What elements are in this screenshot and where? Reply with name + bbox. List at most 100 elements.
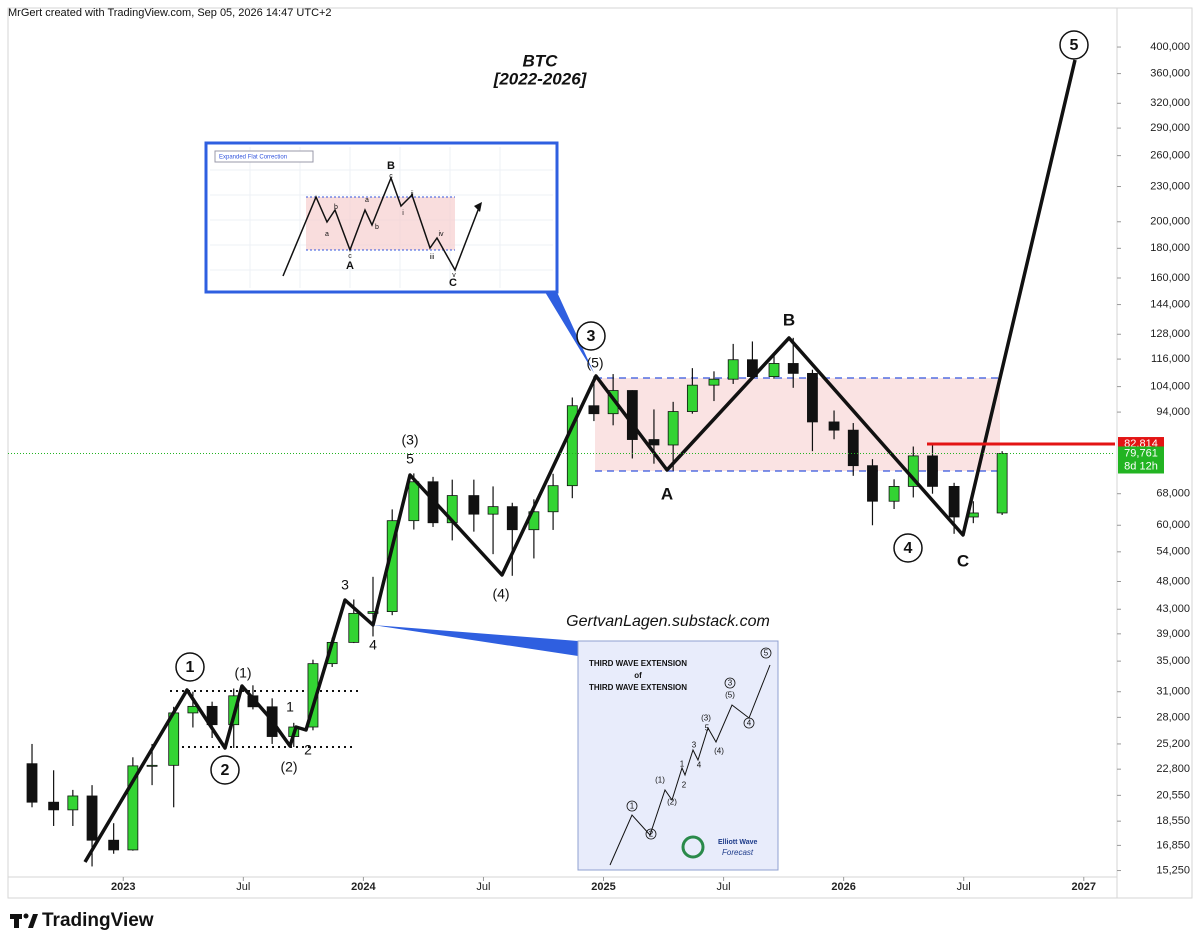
inset-title: THIRD WAVE EXTENSION [589,683,687,692]
y-tick-label: 360,000 [1150,68,1190,80]
x-tick-label: 2025 [591,881,615,893]
inset-label: ii [410,191,414,198]
x-tick-label: Jul [236,881,250,893]
inset-circle [645,828,657,840]
inset-title-box [214,150,314,163]
y-tick-label: 200,000 [1150,216,1190,228]
y-tick-label: 31,000 [1156,686,1190,698]
wave-label: (4) [492,586,509,602]
inset-label: (1) [655,776,665,785]
candle-body [26,763,38,803]
inset-label: c [389,173,393,180]
inset-label: b [375,224,379,231]
inset-arrow [474,202,482,212]
wave-label: A [661,484,673,503]
wave-label: 5 [406,451,414,467]
last-price-label: 79,761 [1124,447,1158,459]
wave-label: (2) [280,759,297,775]
wave-label: (5) [586,355,603,371]
wave-label: 1 [186,659,195,676]
y-tick-label: 104,000 [1150,381,1190,393]
inset-label: (4) [714,747,724,756]
y-tick-label: 48,000 [1156,575,1190,587]
x-tick-label: Jul [957,881,971,893]
inset-label: (2) [667,798,677,807]
candle-body [607,390,619,415]
candle-body [667,411,679,446]
wave-label: B [783,310,795,329]
inset-label: 1 [630,802,635,811]
wave-label: C [957,551,969,570]
y-tick-label: 116,000 [1151,353,1190,365]
inset-circle [743,717,755,729]
candle-body [547,485,559,513]
inset-label: a [325,231,329,238]
wave-circle [210,755,240,785]
candle-body [127,765,139,851]
callout-pointer [545,292,594,373]
wave-label: (3) [401,432,418,448]
inset-path [609,664,771,866]
wave-label: 3 [587,328,596,345]
inset-path [282,175,481,277]
candle-body [588,405,600,415]
candle-body [807,372,818,423]
candle-body [48,801,60,811]
inset-label: a [365,197,369,204]
candle-body [67,795,79,811]
x-tick-label: 2023 [111,881,135,893]
candle-body [506,506,518,531]
y-tick-label: 16,850 [1156,839,1190,851]
wave-label: 4 [369,637,377,653]
logo-text: Forecast [722,848,754,857]
x-tick-label: Jul [476,881,490,893]
y-tick-label: 54,000 [1156,546,1190,558]
inset-zone [306,197,455,250]
candle-body [247,695,259,708]
wave-path [83,59,1077,863]
wave-label: 5 [1070,37,1079,54]
candle-body [108,839,120,851]
inset-label: 5 [764,649,769,658]
inset-label: 5 [705,724,710,733]
wave-circle [175,652,205,682]
wave-label: 4 [904,540,913,557]
wave-label: (1) [234,665,251,681]
candle-body [487,506,499,515]
brand: TradingView [42,910,154,931]
inset-label: (3) [701,714,711,723]
wave-circle [576,321,606,351]
inset-label: 3 [692,741,697,750]
candle-body [708,378,720,386]
inset-label: 3 [728,679,733,688]
countdown: 8d 12h [1124,460,1158,472]
candle-body [927,455,938,487]
inset-label: 2 [682,781,687,790]
inset-label: A [346,260,354,272]
x-tick-label: 2024 [351,881,376,893]
y-tick-label: 20,550 [1156,789,1190,801]
brand-logo [10,913,38,928]
inset-label: B [387,160,395,172]
wave-circle [893,533,923,563]
chart-title: BTC [523,51,559,70]
candle-body [348,612,360,643]
candle-body [948,485,960,518]
x-tick-label: 2027 [1072,881,1096,893]
candle-body [626,390,638,440]
wave-label: 3 [341,577,349,593]
inset-label: b [334,204,338,211]
y-tick-label: 68,000 [1156,488,1190,500]
inset-circle [724,677,736,689]
y-tick-label: 128,000 [1150,328,1190,340]
y-tick-label: 22,800 [1156,763,1190,775]
y-tick-label: 260,000 [1150,150,1190,162]
inset-label: iii [430,254,435,261]
callout-pointer [373,625,578,656]
candle-body [367,611,379,614]
candle-body [686,384,698,412]
y-tick-label: 400,000 [1150,41,1190,53]
inset-label: (5) [725,691,735,700]
wave-label: 2 [221,762,230,779]
y-tick-label: 39,000 [1156,628,1190,640]
